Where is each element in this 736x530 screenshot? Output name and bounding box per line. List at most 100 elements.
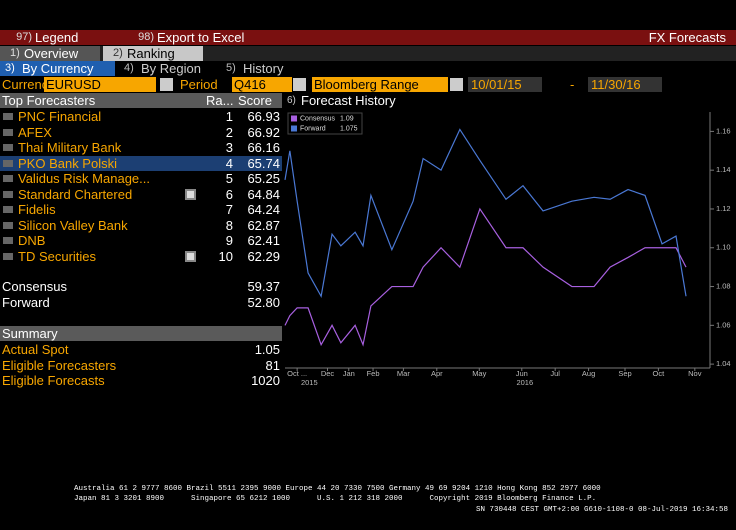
legend-swatch (291, 115, 297, 122)
currency-dropdown[interactable] (160, 78, 173, 91)
row-bullet (3, 206, 13, 213)
x-tick-label: Nov (688, 369, 702, 378)
row-bullet (3, 190, 13, 198)
row-bullet (3, 175, 13, 182)
forecaster-score: 66.92 (247, 124, 280, 140)
summary-title: Summary (2, 326, 58, 341)
screen-title: FX Forecasts (648, 30, 726, 45)
y-tick-label: 1.12 (716, 204, 731, 213)
legend-name: Consensus (300, 115, 336, 122)
range-field[interactable]: Bloomberg Range (312, 77, 448, 92)
tab[interactable] (103, 46, 203, 61)
row-bullet (3, 221, 13, 229)
summary-label: Eligible Forecasts (2, 373, 105, 388)
legend-value: 1.075 (340, 125, 358, 132)
currency-field[interactable]: EURUSD (44, 77, 156, 92)
period-dropdown[interactable] (293, 78, 306, 91)
forecaster-rank: 2 (225, 124, 233, 140)
forecaster-rank: 1 (225, 109, 233, 124)
tab-label[interactable]: Ranking (127, 46, 175, 61)
header-rank: Ra... (206, 93, 234, 108)
x-tick-label: Apr (431, 369, 443, 378)
y-tick-label: 1.08 (716, 282, 731, 291)
summary-value: 1.05 (254, 342, 280, 357)
note-icon[interactable] (185, 188, 196, 200)
forecaster-name[interactable]: Standard Chartered (18, 186, 133, 202)
tab-key[interactable]: 2) (113, 47, 123, 59)
series-line (284, 207, 687, 347)
subtab-label[interactable]: By Currency (22, 61, 94, 76)
total-label: Forward (2, 295, 50, 310)
row-bullet (3, 144, 13, 151)
footer-line: Australia 61 2 9777 8600 Brazil 5511 239… (74, 485, 601, 493)
period-field[interactable]: Q416 (232, 77, 292, 92)
forecaster-name[interactable]: Thai Military Bank (18, 140, 122, 155)
legend-value: 1.09 (340, 115, 354, 122)
x-tick-label: Feb (367, 369, 380, 378)
y-tick-label: 1.04 (716, 359, 731, 368)
summary-header (0, 326, 282, 341)
row-bullet (3, 252, 13, 260)
subtab-key[interactable]: 3) (5, 62, 15, 74)
y-tick-label: 1.16 (716, 126, 731, 135)
note-icon[interactable] (185, 250, 196, 262)
chart-key[interactable]: 6) (287, 95, 296, 106)
footer-line: Japan 81 3 3201 8900 Singapore 65 6212 1… (74, 495, 597, 503)
forecaster-score: 64.84 (247, 186, 280, 202)
forecaster-rank: 6 (225, 186, 233, 202)
x-tick-label: Sep (618, 369, 631, 378)
summary-value: 81 (265, 357, 280, 373)
forecaster-score: 65.25 (247, 171, 280, 186)
subtab-key[interactable]: 5) (226, 62, 236, 74)
subtab-key[interactable]: 4) (124, 62, 134, 74)
forecaster-name[interactable]: AFEX (18, 124, 52, 140)
legend-key[interactable]: 97) (16, 31, 32, 43)
x-tick-label: May (472, 369, 486, 378)
legend-swatch (291, 125, 297, 132)
forecaster-name[interactable]: TD Securities (18, 248, 97, 264)
start-date[interactable]: 10/01/15 (468, 77, 542, 92)
date-separator: - (570, 77, 575, 92)
tab-key[interactable]: 1) (10, 47, 20, 59)
year-label: 2015 (301, 378, 318, 387)
footer-session: SN 730448 CEST GMT+2:00 G610-1108-0 08-J… (475, 506, 728, 514)
forecaster-name[interactable]: Silicon Valley Bank (18, 217, 128, 233)
forecaster-rank: 7 (225, 202, 233, 217)
subtab-label[interactable]: By Region (141, 61, 201, 76)
tab-label[interactable]: Overview (24, 46, 79, 61)
x-tick-label: Jul (550, 369, 560, 378)
forecaster-name[interactable]: Validus Risk Manage... (18, 171, 150, 186)
row-bullet (3, 237, 13, 244)
forecaster-name[interactable]: DNB (18, 233, 46, 248)
legend-button[interactable]: Legend (35, 30, 79, 45)
row-bullet (3, 128, 13, 136)
summary-label: Eligible Forecasters (2, 357, 117, 373)
total-value: 52.80 (247, 295, 280, 310)
forecaster-rank: 8 (225, 217, 233, 233)
series-line (284, 128, 687, 299)
tab[interactable] (0, 46, 100, 61)
export-button[interactable]: Export to Excel (157, 30, 245, 45)
forecaster-name[interactable]: Fidelis (18, 202, 56, 217)
total-label: Consensus (2, 279, 68, 294)
forecaster-rank: 10 (218, 248, 233, 264)
forecaster-score: 66.93 (247, 109, 280, 124)
selected-row (0, 155, 282, 171)
header-name: Top Forecasters (2, 93, 96, 108)
y-tick-label: 1.06 (716, 320, 731, 329)
subtab-label[interactable]: History (243, 61, 284, 76)
range-dropdown[interactable] (450, 78, 463, 91)
end-date[interactable]: 11/30/16 (588, 77, 662, 92)
x-tick-label: Dec (321, 369, 335, 378)
forecaster-rank: 5 (225, 171, 233, 186)
legend-box (287, 112, 363, 135)
forecaster-score: 62.29 (247, 248, 280, 264)
subtab-active (0, 61, 115, 76)
forecaster-name[interactable]: PNC Financial (18, 109, 102, 124)
toolbar-bar (0, 30, 736, 45)
export-key[interactable]: 98) (138, 31, 154, 43)
forecaster-name[interactable]: PKO Bank Polski (18, 155, 117, 171)
x-tick-label: Mar (397, 369, 410, 378)
